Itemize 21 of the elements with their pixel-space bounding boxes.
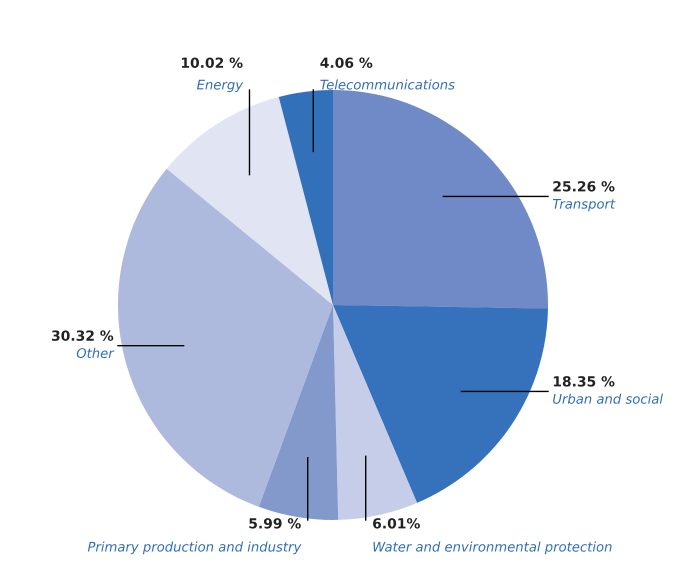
data-label: 25.26 % <box>553 181 615 192</box>
data-label: 4.06 % <box>320 57 372 68</box>
slice-label: Primary production and industry <box>88 542 302 554</box>
data-label: 10.02 % <box>182 57 243 68</box>
pie-slice <box>166 96 333 305</box>
data-label: 18.35 % <box>554 376 615 387</box>
slice-label: Transport <box>552 198 616 212</box>
pie-slice <box>258 305 338 520</box>
data-label: 6.01% <box>373 518 420 529</box>
pie-slice <box>333 305 548 503</box>
slice-label: Other <box>76 348 114 358</box>
slice-label: Energy <box>196 80 244 92</box>
pie-slice <box>278 90 333 305</box>
slice-label: Urban and social <box>553 394 663 404</box>
data-label: 5.99 % <box>249 518 301 529</box>
slice-label: Water and environmental protection <box>373 542 612 554</box>
pie-slice <box>333 90 548 308</box>
pie-slice <box>333 305 418 520</box>
data-label: 30.32 % <box>52 330 114 341</box>
pie-slice <box>118 168 333 507</box>
slice-label: Telecommunications <box>320 79 455 90</box>
